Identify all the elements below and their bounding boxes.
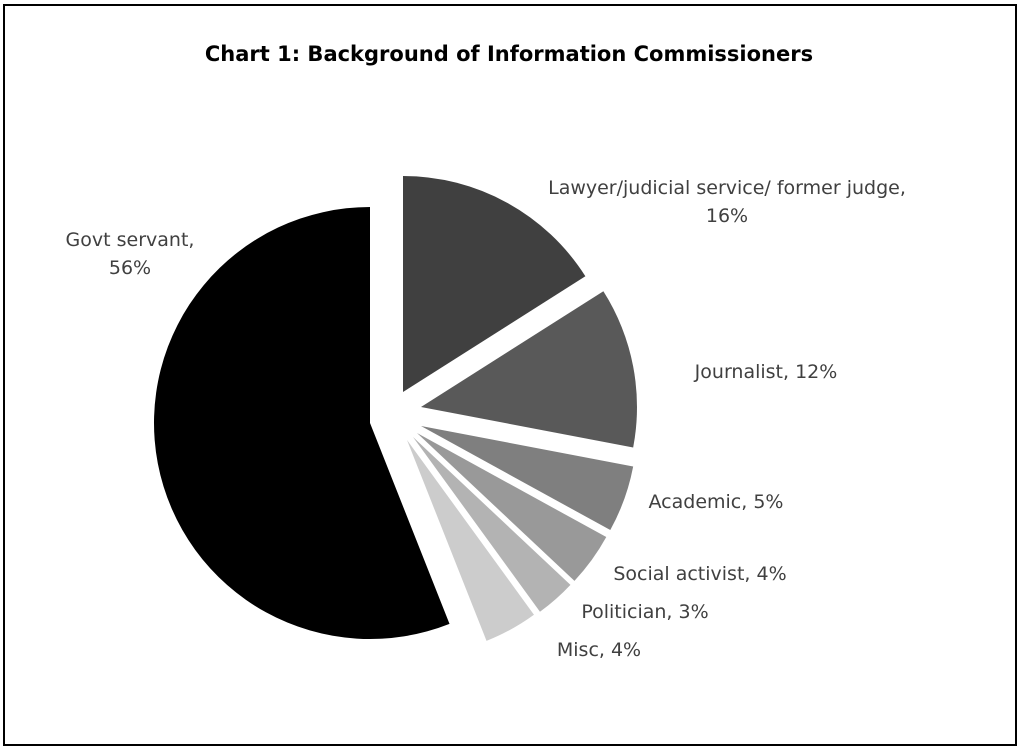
pie-labels: Lawyer/judicial service/ former judge, 16…: [66, 177, 906, 661]
pie-slice-misc: [407, 440, 534, 641]
data-label-lawyer-judicial-service-former-judge: Lawyer/judicial service/ former judge, 16…: [548, 177, 906, 227]
pie-slice-politician: [413, 437, 571, 612]
data-label-journalist: Journalist, 12%: [694, 361, 838, 383]
data-label-social-activist: Social activist, 4%: [613, 563, 786, 585]
data-label-academic: Academic, 5%: [649, 491, 784, 513]
pie-slice-journalist: [421, 291, 637, 448]
pie-slice-lawyer-judicial-service-former-judge: [403, 176, 586, 392]
data-label-misc: Misc, 4%: [557, 639, 641, 661]
chart-title: Chart 1: Background of Information Commi…: [204, 42, 814, 66]
pie-slice-govt-servant: [154, 206, 450, 640]
data-label-politician: Politician, 3%: [581, 601, 708, 623]
pie-slice-social-activist: [417, 433, 607, 581]
pie-slice-academic: [421, 426, 634, 531]
data-label-govt-servant: Govt servant, 56%: [66, 229, 195, 279]
pie-slices: [154, 176, 637, 641]
